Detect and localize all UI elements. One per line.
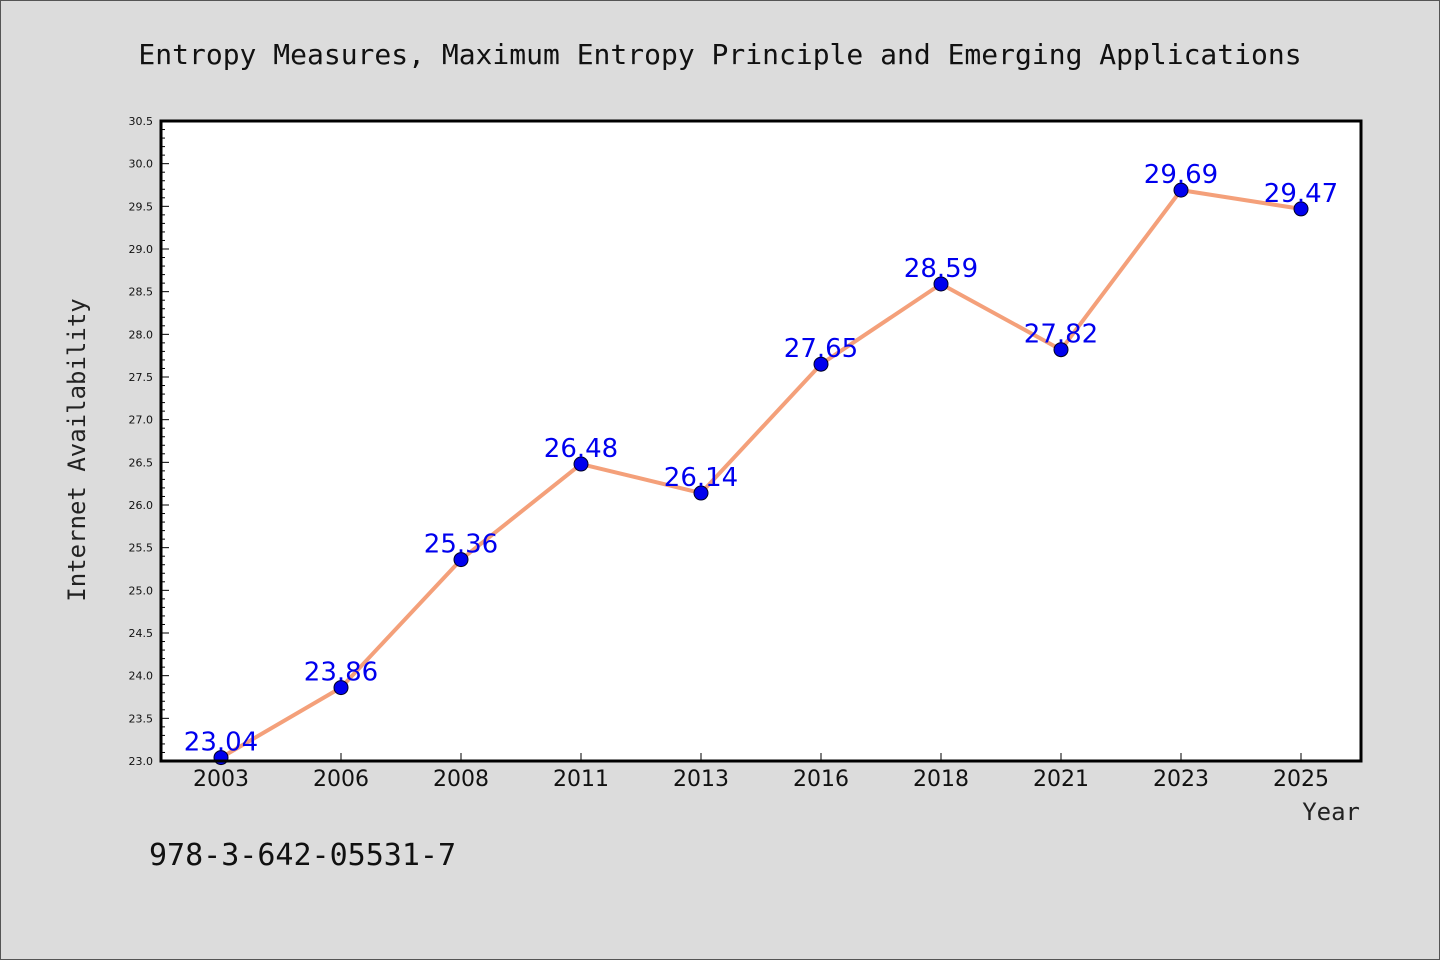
y-tick-label: 27.0 <box>129 414 154 427</box>
data-point <box>933 276 949 292</box>
y-tick-label: 23.0 <box>129 755 154 768</box>
data-point <box>813 356 829 372</box>
x-tick-label: 2006 <box>313 767 369 792</box>
data-point <box>1053 342 1069 358</box>
x-tick-label: 2011 <box>553 767 609 792</box>
x-axis-label: Year <box>1302 798 1360 826</box>
y-tick-label: 27.5 <box>129 371 154 384</box>
isbn-footer: 978-3-642-05531-7 <box>149 838 456 873</box>
series-line <box>219 188 1302 760</box>
data-point <box>453 552 469 568</box>
y-tick-label: 25.5 <box>129 542 154 555</box>
y-tick-label: 23.5 <box>129 712 154 725</box>
data-point <box>1173 182 1189 198</box>
y-tick-label: 30.0 <box>129 158 154 171</box>
x-tick-label: 2021 <box>1033 767 1089 792</box>
y-axis-ticks: 23.0 23.5 24.0 24.5 25.0 25.5 26.0 26.5 27.0 27.5… <box>129 115 169 768</box>
data-label: 23.86 <box>304 658 378 688</box>
chart-title: Entropy Measures, Maximum Entropy Princi… <box>138 38 1301 71</box>
y-tick-label: 26.0 <box>129 499 154 512</box>
x-tick-label: 2003 <box>193 767 249 792</box>
data-point <box>1293 201 1309 217</box>
plot-area <box>161 121 1361 761</box>
y-tick-label: 25.0 <box>129 584 154 597</box>
data-label: 29.69 <box>1144 160 1218 190</box>
y-tick-label: 30.5 <box>129 115 154 128</box>
x-tick-label: 2025 <box>1273 767 1329 792</box>
data-label: 28.59 <box>904 254 978 284</box>
y-tick-label: 24.5 <box>129 627 154 640</box>
y-tick-label: 24.0 <box>129 670 154 683</box>
data-label: 27.82 <box>1024 320 1098 350</box>
y-tick-label: 28.5 <box>129 286 154 299</box>
data-label: 23.04 <box>184 728 258 758</box>
data-point <box>573 456 589 472</box>
data-label: 26.14 <box>664 463 738 493</box>
y-tick-label: 29.5 <box>129 200 154 213</box>
x-tick-label: 2013 <box>673 767 729 792</box>
x-tick-label: 2023 <box>1153 767 1209 792</box>
data-labels: 23.04 23.86 25.36 26.48 26.14 27.65 28.59 27.82… <box>184 160 1338 757</box>
x-tick-label: 2018 <box>913 767 969 792</box>
y-tick-label: 28.0 <box>129 328 154 341</box>
y-axis-label: Internet Availability <box>63 298 91 601</box>
data-label: 27.65 <box>784 334 858 364</box>
data-label: 29.47 <box>1264 179 1338 209</box>
y-tick-label: 29.0 <box>129 243 154 256</box>
data-label: 26.48 <box>544 434 618 464</box>
data-point <box>693 485 709 501</box>
data-point <box>333 680 349 696</box>
x-tick-label: 2016 <box>793 767 849 792</box>
plot-frame <box>159 119 1363 763</box>
x-tick-label: 2008 <box>433 767 489 792</box>
y-tick-label: 26.5 <box>129 456 154 469</box>
data-label: 25.36 <box>424 530 498 560</box>
